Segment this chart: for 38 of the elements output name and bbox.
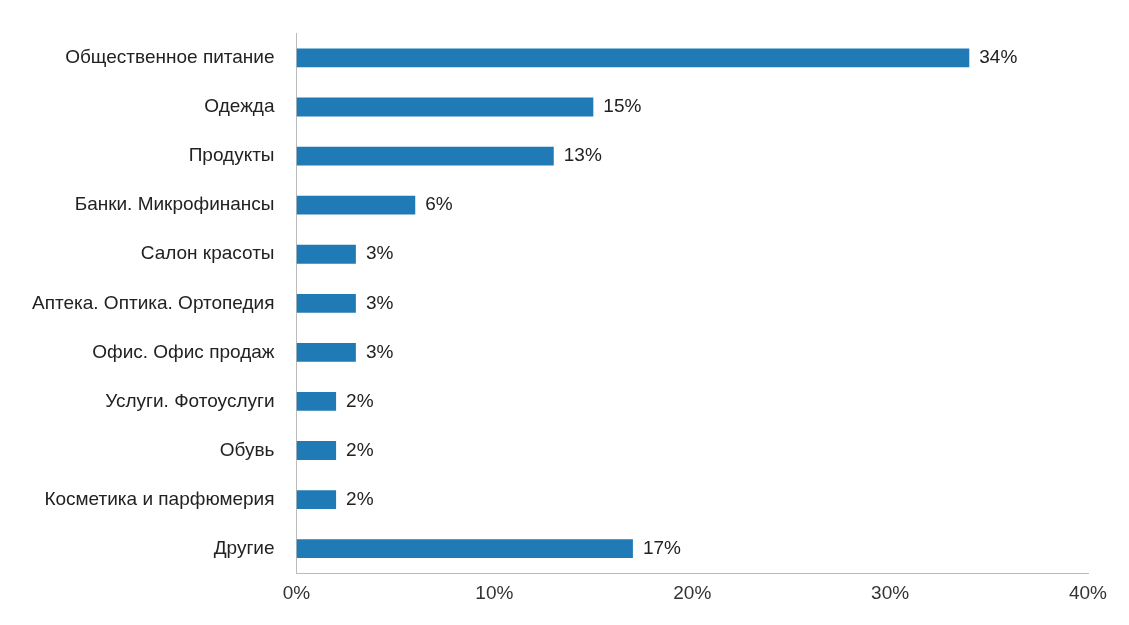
data-label: 17%	[642, 536, 682, 558]
bar	[296, 441, 337, 460]
x-tick-label: 10%	[475, 581, 514, 603]
data-label: 13%	[563, 144, 602, 166]
bar	[296, 342, 356, 362]
y-tick-label: Обувь	[219, 438, 275, 460]
bar	[296, 146, 554, 166]
x-tick-label: 0%	[282, 581, 311, 603]
y-tick-label: Салон красоты	[140, 242, 275, 264]
data-label: 3%	[365, 340, 394, 362]
x-tick-label: 40%	[1068, 581, 1108, 603]
y-tick-label: Одежда	[204, 95, 275, 117]
y-tick-label: Продукты	[188, 144, 275, 166]
data-label: 3%	[365, 291, 394, 313]
data-label: 6%	[425, 193, 453, 215]
bar	[296, 244, 356, 264]
y-tick-label: Услуги. Фотоуслуги	[105, 389, 275, 411]
data-label: 34%	[979, 46, 1018, 68]
bar	[296, 48, 970, 68]
y-tick-label: Офис. Офис продаж	[92, 340, 275, 362]
bar	[296, 490, 337, 510]
data-label: 3%	[365, 242, 394, 264]
data-label: 2%	[346, 438, 374, 460]
y-tick-label: Аптека. Оптика. Ортопедия	[31, 291, 275, 313]
x-tick-label: 20%	[673, 581, 712, 603]
x-tick-label: 30%	[871, 581, 910, 603]
bar	[296, 97, 594, 117]
y-tick-label: Косметика и парфюмерия	[44, 487, 275, 509]
y-tick-label: Другие	[213, 536, 275, 558]
data-label: 2%	[346, 487, 374, 509]
bar	[296, 392, 337, 411]
bar	[296, 195, 416, 215]
y-tick-label: Общественное питание	[65, 46, 275, 68]
bar	[296, 293, 356, 313]
data-label: 2%	[346, 389, 374, 411]
y-tick-label: Банки. Микрофинансы	[74, 193, 275, 215]
bar	[296, 539, 633, 559]
data-label: 15%	[603, 95, 642, 117]
